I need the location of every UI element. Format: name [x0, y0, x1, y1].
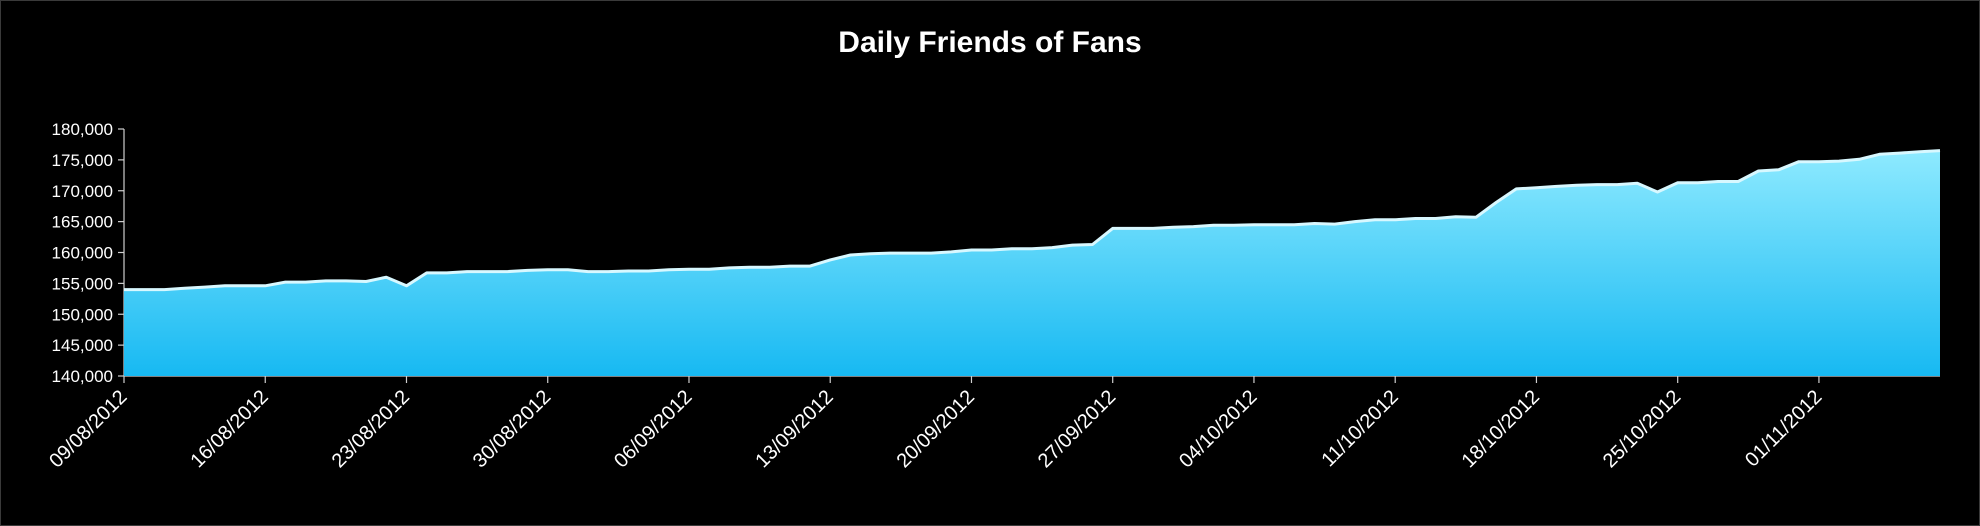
x-tick-label: 11/10/2012 [1317, 386, 1402, 471]
series-line [124, 149, 1941, 292]
x-tick-label: 27/09/2012 [1034, 386, 1120, 472]
series-area [124, 149, 1941, 376]
y-tick-label: 150,000 [52, 305, 113, 324]
y-tick-label: 175,000 [52, 151, 113, 170]
y-tick-label: 155,000 [52, 274, 113, 293]
y-tick-label: 140,000 [52, 367, 113, 386]
y-tick-label: 145,000 [52, 336, 113, 355]
y-tick-label: 160,000 [52, 244, 113, 263]
y-tick-label: 180,000 [52, 120, 113, 139]
x-tick-label: 09/08/2012 [45, 386, 131, 472]
x-tick-label: 20/09/2012 [893, 386, 979, 472]
chart-title: Daily Friends of Fans [838, 26, 1142, 59]
x-tick-label: 18/10/2012 [1458, 386, 1544, 472]
x-tick-label: 23/08/2012 [328, 386, 414, 472]
series-area-fill [124, 150, 1940, 376]
x-tick-label: 30/08/2012 [469, 386, 555, 472]
x-axis: 09/08/2012 16/08/2012 23/08/2012 30/08/2012… [45, 375, 1940, 472]
x-tick-label: 13/09/2012 [751, 386, 837, 472]
x-tick-label: 06/09/2012 [610, 386, 696, 472]
y-tick-label: 170,000 [52, 182, 113, 201]
x-tick-label: 04/10/2012 [1175, 386, 1261, 472]
x-tick-label: 25/10/2012 [1599, 386, 1685, 472]
y-axis: 140,000 145,000 150,000 155,000 160,000 165,0… [52, 120, 125, 386]
x-tick-label: 01/11/2012 [1741, 386, 1826, 471]
x-tick-label: 16/08/2012 [186, 386, 272, 472]
y-tick-label: 165,000 [52, 213, 113, 232]
